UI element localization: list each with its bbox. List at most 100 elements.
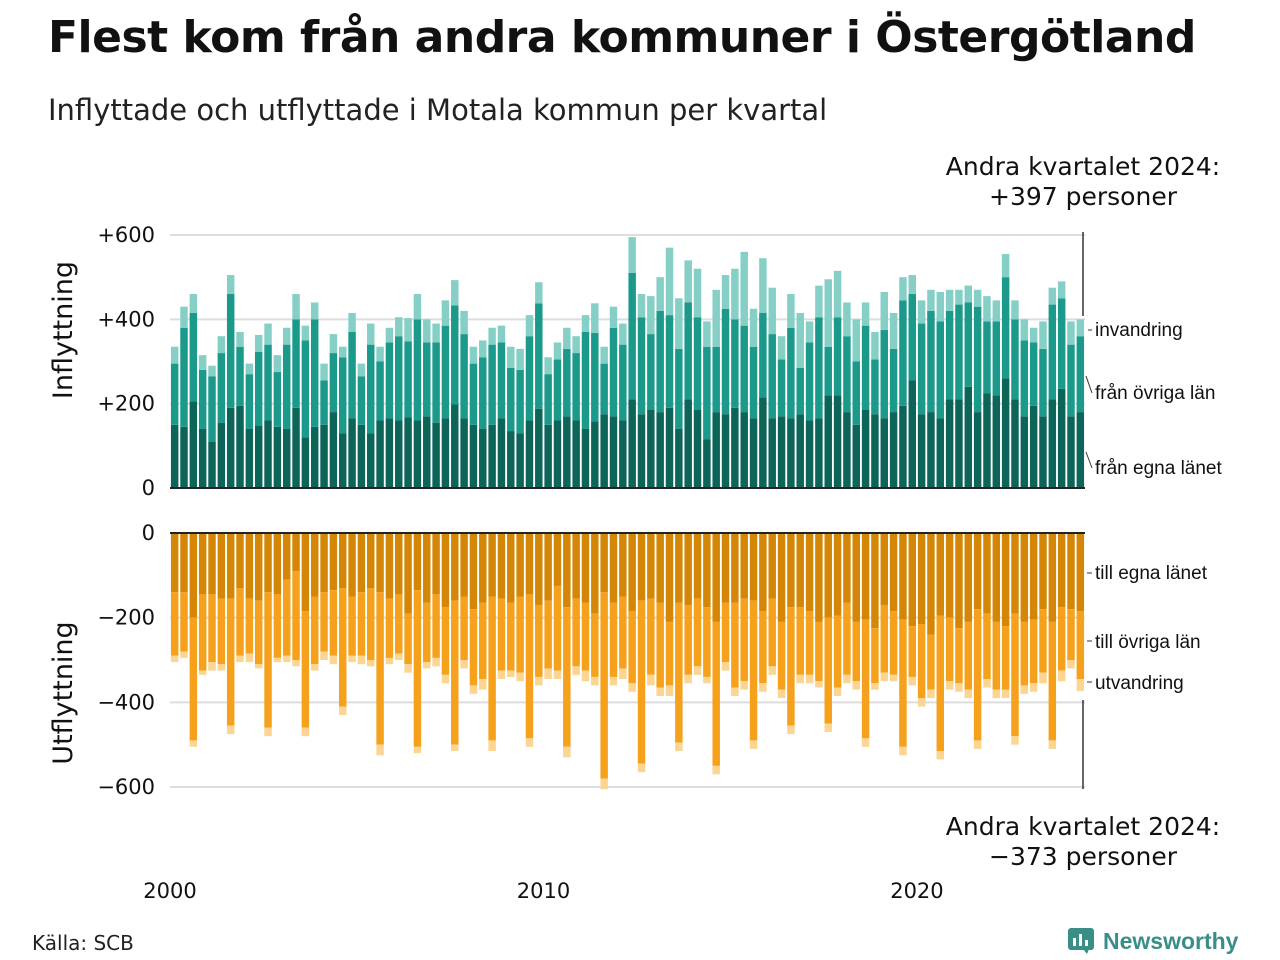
bar-out-egna (731, 533, 739, 603)
bar-out-utvandring (637, 763, 646, 773)
bar-in-egna (329, 412, 338, 488)
bar-out-utvandring (208, 662, 216, 671)
bar-in-invandring (245, 363, 254, 375)
bar-out-egna (712, 533, 720, 622)
bar-in-ovriga (395, 336, 403, 421)
bar-out-ovriga (395, 594, 403, 654)
bar-in-egna (310, 426, 319, 488)
bar-out-utvandring (777, 689, 786, 699)
bar-out-egna (992, 533, 1001, 622)
bar-in-egna (198, 428, 207, 488)
bar-out-egna (665, 533, 674, 622)
bar-out-utvandring (423, 662, 431, 669)
bar-in-egna (759, 397, 767, 488)
bar-in-egna (236, 405, 244, 488)
bar-in-ovriga (609, 327, 618, 417)
bar-in-ovriga (1057, 298, 1066, 389)
bar-out-utvandring (170, 655, 179, 663)
bar-in-invandring (404, 318, 412, 342)
bar-in-invandring (675, 298, 683, 349)
bar-out-utvandring (1011, 736, 1019, 745)
bar-in-egna (217, 422, 226, 488)
bar-out-ovriga (684, 604, 692, 675)
bar-out-egna (600, 533, 608, 593)
bar-out-utvandring (871, 683, 879, 690)
bar-in-invandring (367, 323, 375, 345)
bar-in-ovriga (488, 344, 496, 425)
bar-out-egna (544, 533, 552, 601)
bar-out-egna (861, 533, 870, 620)
bar-in-ovriga (479, 357, 487, 429)
bar-in-ovriga (908, 294, 917, 381)
bar-out-utvandring (198, 670, 207, 675)
bar-in-ovriga (367, 344, 375, 434)
bar-in-ovriga (581, 331, 590, 429)
bar-out-egna (628, 533, 636, 612)
bar-in-ovriga (712, 346, 720, 413)
bar-out-egna (469, 533, 478, 610)
bar-in-ovriga (320, 380, 328, 425)
y-axis-title-out: Utflyttning (48, 621, 79, 764)
bar-out-ovriga (282, 579, 291, 656)
bar-in-egna (553, 420, 562, 488)
bar-out-egna (899, 533, 907, 620)
bar-in-egna (833, 395, 842, 488)
bar-out-ovriga (908, 626, 917, 677)
bar-in-ovriga (236, 346, 244, 406)
bar-out-ovriga (563, 607, 571, 747)
bar-out-egna (292, 533, 300, 572)
bar-out-utvandring (497, 670, 506, 680)
bar-in-egna (843, 412, 851, 488)
bar-out-ovriga (712, 621, 720, 766)
bar-out-egna (749, 533, 758, 601)
newsworthy-logo[interactable]: Newsworthy (1068, 924, 1238, 958)
bar-in-egna (600, 414, 608, 488)
bar-in-invandring (320, 363, 328, 381)
bar-out-ovriga (245, 598, 254, 654)
bar-out-egna (591, 533, 599, 614)
bar-in-invandring (413, 294, 422, 320)
bar-out-utvandring (572, 666, 580, 675)
bar-out-utvandring (861, 738, 870, 747)
bar-out-ovriga (964, 621, 973, 690)
bar-out-utvandring (338, 706, 347, 716)
bar-in-egna (899, 405, 907, 488)
bar-out-egna (553, 533, 562, 586)
bar-out-ovriga (1067, 609, 1075, 660)
bar-out-egna (1001, 533, 1010, 627)
bar-in-invandring (852, 319, 860, 362)
bar-in-egna (983, 393, 991, 488)
bar-out-egna (675, 533, 683, 603)
bar-out-utvandring (852, 681, 860, 690)
bar-out-egna (843, 533, 851, 603)
bar-out-egna (945, 533, 954, 618)
bar-out-ovriga (759, 611, 767, 684)
bar-out-ovriga (843, 602, 851, 675)
bar-out-egna (768, 533, 776, 599)
bar-in-invandring (721, 275, 730, 309)
bar-in-invandring (292, 294, 300, 320)
bar-out-ovriga (861, 619, 870, 739)
bar-in-egna (740, 412, 748, 488)
bar-out-utvandring (563, 746, 571, 758)
bar-in-ovriga (198, 369, 207, 429)
bar-in-egna (1011, 399, 1019, 488)
bar-out-ovriga (236, 588, 244, 656)
bar-in-invandring (973, 289, 982, 307)
bar-in-invandring (600, 346, 608, 364)
bar-in-egna (647, 409, 655, 488)
bar-out-utvandring (254, 664, 263, 669)
bar-out-utvandring (908, 676, 917, 686)
bar-out-ovriga (301, 611, 310, 728)
y-tick-label-out: −600 (97, 775, 155, 799)
bar-in-invandring (1048, 287, 1057, 305)
bar-in-egna (208, 441, 216, 488)
bar-out-ovriga (320, 592, 328, 652)
bar-out-ovriga (516, 596, 524, 673)
bar-in-egna (423, 416, 431, 488)
bar-in-ovriga (264, 344, 272, 421)
bar-in-ovriga (815, 317, 823, 419)
bar-out-egna (871, 533, 879, 629)
bar-in-ovriga (226, 294, 235, 408)
bar-in-invandring (777, 336, 786, 360)
